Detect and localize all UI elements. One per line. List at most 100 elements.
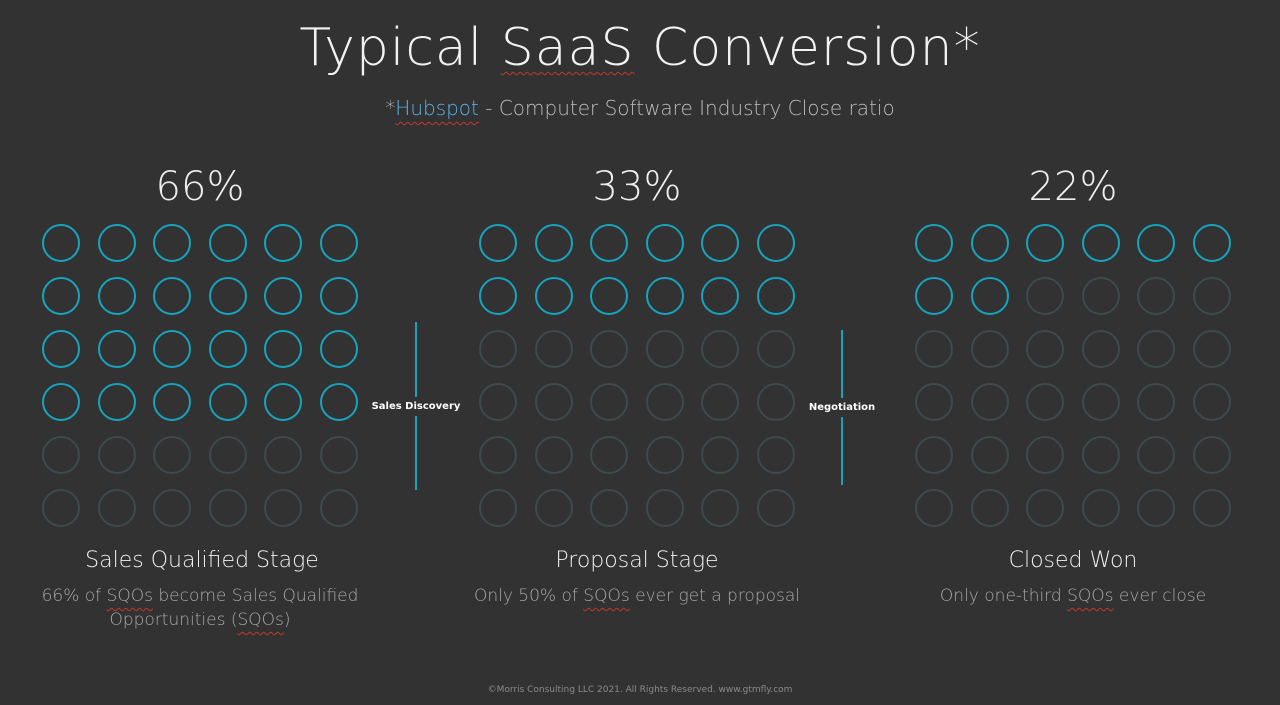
dot-empty [915,330,953,368]
dot-empty [756,383,795,421]
stage-column-3: 22% [908,150,1238,527]
dot-filled [701,224,740,262]
dot-empty [153,489,192,527]
dot-empty [479,436,517,474]
subtitle-rest: - Computer Software Industry Close ratio [478,96,895,120]
dot-filled [264,277,303,315]
dot-empty [534,436,573,474]
desc-sqos: SQOs [237,610,284,630]
separator-label-sales-discovery: Sales Discovery [369,397,463,416]
dot-filled [479,277,517,315]
dot-empty [915,489,953,527]
dot-filled [756,224,795,262]
dot-empty [645,330,684,368]
dot-empty [915,383,953,421]
dot-empty [479,489,517,527]
stage-column-2: 33% [472,150,802,527]
dot-empty [42,436,80,474]
dot-empty [1081,330,1120,368]
dot-filled [42,383,80,421]
dot-filled [97,330,136,368]
dot-empty [645,489,684,527]
dot-filled [970,277,1009,315]
dot-empty [479,383,517,421]
stage-percent: 33% [592,164,682,210]
dot-empty [590,330,629,368]
dot-empty [701,436,740,474]
dot-filled [915,277,953,315]
dot-empty [1192,330,1231,368]
separator-label-negotiation: Negotiation [806,398,878,417]
dot-empty [1081,383,1120,421]
dot-filled [153,224,192,262]
dot-empty [970,330,1009,368]
dot-empty [756,436,795,474]
stage-name: Proposal Stage [555,548,719,573]
dot-filled [208,277,247,315]
dot-filled [153,330,192,368]
dot-empty [1026,330,1065,368]
dot-empty [264,436,303,474]
stage-column-1: 66% [35,150,365,527]
stage-description: Only 50% of SQOs ever get a proposal [457,584,817,608]
dot-empty [1137,330,1176,368]
dot-empty [1026,436,1065,474]
dot-filled [264,330,303,368]
hubspot-link[interactable]: Hubspot [395,96,479,120]
dot-empty [590,436,629,474]
desc-text: ever close [1113,586,1207,606]
dot-filled [534,277,573,315]
dot-filled [319,383,358,421]
subtitle-asterisk: * [385,96,396,120]
dot-filled [97,383,136,421]
desc-text: ) [283,610,291,630]
dot-empty [1081,489,1120,527]
desc-sqos: SQOs [583,586,630,606]
dot-filled [1192,224,1231,262]
dot-empty [756,489,795,527]
dot-empty [42,489,80,527]
dot-empty [701,489,740,527]
desc-text: 66% of [41,586,107,606]
dot-filled [534,224,573,262]
desc-text: become Sales Qualified Opportunities ( [109,586,359,630]
dot-filled [208,224,247,262]
stage-name: Closed Won [1008,548,1138,573]
dot-filled [264,224,303,262]
dot-filled [479,224,517,262]
stage-percent: 22% [1028,164,1118,210]
footer-copyright: ©Morris Consulting LLC 2021. All Rights … [487,685,793,695]
dot-empty [319,489,358,527]
dot-empty [970,436,1009,474]
dot-empty [1137,436,1176,474]
dot-filled [645,224,684,262]
title-suffix: Conversion* [634,18,981,78]
dot-empty [590,489,629,527]
dot-empty [1192,383,1231,421]
dot-filled [970,224,1009,262]
dot-empty [645,383,684,421]
dot-grid [479,224,796,527]
dot-empty [645,436,684,474]
dot-filled [42,330,80,368]
page-title: Typical SaaS Conversion* [0,18,1280,78]
dot-filled [915,224,953,262]
stage-name: Sales Qualified Stage [85,548,319,573]
dot-filled [319,330,358,368]
dot-filled [153,277,192,315]
dot-empty [208,436,247,474]
dot-filled [645,277,684,315]
dot-filled [590,277,629,315]
dot-filled [264,383,303,421]
dot-filled [42,277,80,315]
dot-empty [153,436,192,474]
desc-text: Only 50% of [473,586,584,606]
dot-empty [701,383,740,421]
dot-filled [319,224,358,262]
dot-empty [479,330,517,368]
dot-grid [42,224,359,527]
dot-empty [970,489,1009,527]
dot-filled [319,277,358,315]
dot-empty [319,436,358,474]
subtitle: *Hubspot - Computer Software Industry Cl… [0,96,1280,120]
